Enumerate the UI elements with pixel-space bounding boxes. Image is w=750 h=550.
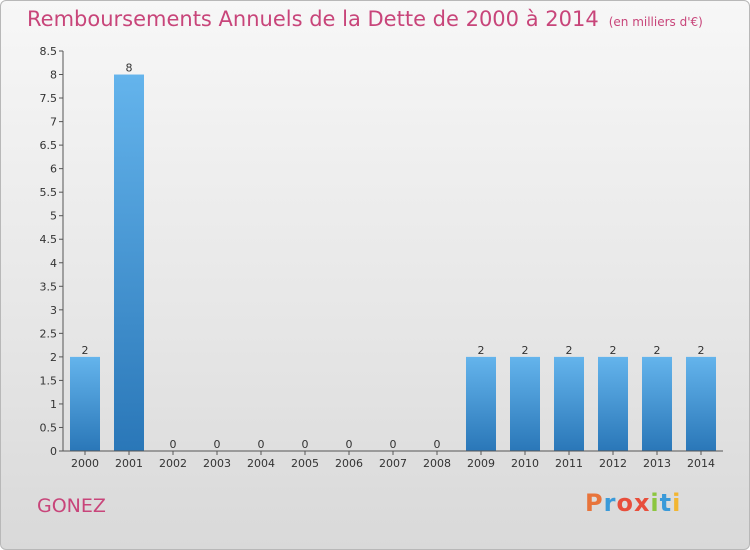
logo-letter: P — [585, 489, 604, 517]
x-tick-label: 2007 — [379, 457, 407, 470]
x-tick-label: 2012 — [599, 457, 627, 470]
bar — [70, 356, 100, 451]
y-tick-label: 4 — [50, 257, 57, 270]
y-tick-label: 7.5 — [40, 92, 58, 105]
title-text: Remboursements Annuels de la Dette de 20… — [27, 7, 599, 31]
bars-group: 2 8 0 0 0 0 0 0 0 2 2 2 2 2 2 — [70, 62, 716, 451]
chart-title: Remboursements Annuels de la Dette de 20… — [27, 7, 703, 31]
logo-letter: x — [633, 489, 651, 517]
y-tick-label: 2.5 — [40, 327, 58, 340]
bar — [554, 356, 584, 451]
x-tick-label: 2004 — [247, 457, 275, 470]
y-tick-label: 1 — [50, 398, 57, 411]
commune-name: GONEZ — [37, 495, 106, 517]
logo-letter: t — [659, 489, 673, 517]
x-tick-label: 2000 — [71, 457, 99, 470]
x-tick-label: 2013 — [643, 457, 671, 470]
data-label: 2 — [82, 344, 89, 357]
data-label: 0 — [258, 438, 265, 451]
data-label: 0 — [170, 438, 177, 451]
x-tick-label: 2006 — [335, 457, 363, 470]
data-label: 2 — [478, 344, 485, 357]
y-tick-label: 7 — [50, 116, 57, 129]
y-axis: 0 0.5 1 1.5 2 2.5 3 3.5 4 4.5 5 5.5 6 6.5 7 7.5 8 8.5 — [40, 45, 64, 458]
data-label: 2 — [654, 344, 661, 357]
x-tick-label: 2011 — [555, 457, 583, 470]
data-label: 2 — [610, 344, 617, 357]
x-tick-label: 2008 — [423, 457, 451, 470]
logo-letter: i — [672, 489, 682, 517]
data-label: 8 — [126, 62, 133, 75]
y-tick-label: 6 — [50, 163, 57, 176]
data-label: 0 — [302, 438, 309, 451]
x-tick-label: 2001 — [115, 457, 143, 470]
logo-letter: i — [650, 489, 660, 517]
data-label: 0 — [346, 438, 353, 451]
y-tick-label: 4.5 — [40, 233, 58, 246]
x-tick-label: 2009 — [467, 457, 495, 470]
bar — [686, 356, 716, 451]
x-tick-label: 2010 — [511, 457, 539, 470]
y-tick-label: 0.5 — [40, 421, 58, 434]
x-tick-label: 2002 — [159, 457, 187, 470]
y-tick-label: 3 — [50, 304, 57, 317]
bar — [642, 356, 672, 451]
logo-letter: o — [616, 489, 634, 517]
bar — [510, 356, 540, 451]
x-axis: 2000 2001 2002 2003 2004 2005 2006 2007 2008 2009… — [63, 450, 723, 470]
y-tick-label: 3.5 — [40, 280, 58, 293]
y-tick-label: 5 — [50, 210, 57, 223]
data-label: 2 — [522, 344, 529, 357]
x-tick-label: 2003 — [203, 457, 231, 470]
x-tick-label: 2005 — [291, 457, 319, 470]
y-tick-label: 6.5 — [40, 139, 58, 152]
data-label: 0 — [214, 438, 221, 451]
bar — [598, 356, 628, 451]
bar — [466, 356, 496, 451]
bar — [114, 74, 144, 451]
y-tick-label: 8 — [50, 69, 57, 82]
data-label: 0 — [390, 438, 397, 451]
data-label: 2 — [698, 344, 705, 357]
unit-text: (en milliers d'€) — [608, 15, 703, 29]
logo-letter: r — [603, 489, 617, 517]
y-tick-label: 0 — [50, 445, 57, 458]
y-tick-label: 5.5 — [40, 186, 58, 199]
proxiti-logo: Proxiti — [585, 489, 681, 517]
y-tick-label: 8.5 — [40, 45, 58, 58]
y-tick-label: 2 — [50, 351, 57, 364]
x-tick-label: 2014 — [687, 457, 715, 470]
data-label: 2 — [566, 344, 573, 357]
data-label: 0 — [434, 438, 441, 451]
y-tick-label: 1.5 — [40, 374, 58, 387]
